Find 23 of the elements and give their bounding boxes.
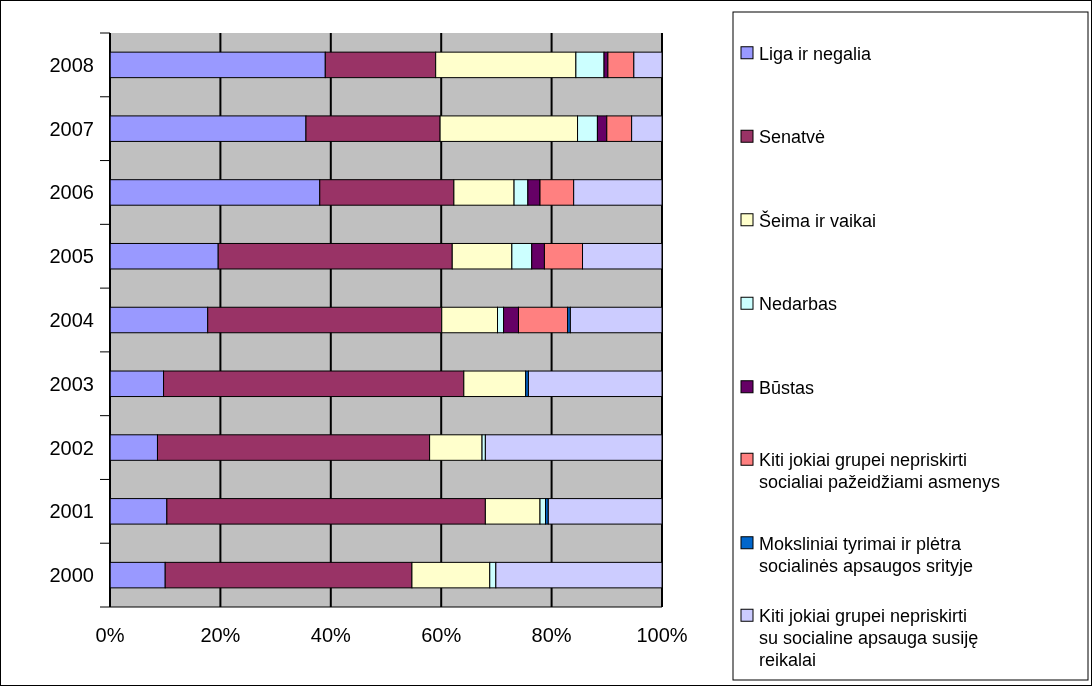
x-tick-label: 80% <box>531 624 572 646</box>
x-tick-label: 20% <box>200 624 241 646</box>
legend-label: Senatvė <box>759 127 826 148</box>
legend-label: Liga ir negalia <box>759 43 873 64</box>
y-tick-label: 2006 <box>49 181 94 204</box>
legend-label: Būstas <box>759 377 815 398</box>
y-tick-label: 2005 <box>49 245 94 268</box>
y-tick-label: 2003 <box>49 372 94 395</box>
legend-label: Moksliniai tyrimai ir plėtra socialinės apsaugos srityje <box>759 533 974 576</box>
x-tick-label: 100% <box>636 624 688 646</box>
y-tick-label: 2000 <box>49 564 94 587</box>
y-tick-label: 2002 <box>49 436 94 459</box>
legend-label: Nedarbas <box>759 294 838 315</box>
x-tick-label: 40% <box>310 624 352 646</box>
y-tick-label: 2008 <box>49 53 94 76</box>
y-tick-label: 2007 <box>49 117 94 140</box>
x-tick-label: 0% <box>95 624 125 646</box>
y-tick-label: 2001 <box>49 500 94 523</box>
y-tick-label: 2004 <box>49 309 94 331</box>
x-tick-label: 60% <box>421 624 462 646</box>
legend-label: Kiti jokiai grupei nepriskirti socialiai pažeidžiami asmenys <box>759 450 1001 493</box>
legend-label: Šeima ir vaikai <box>759 209 877 231</box>
legend-label: Kiti jokiai grupei nepriskirti su socialine apsauga susiję reikalai <box>759 606 979 671</box>
